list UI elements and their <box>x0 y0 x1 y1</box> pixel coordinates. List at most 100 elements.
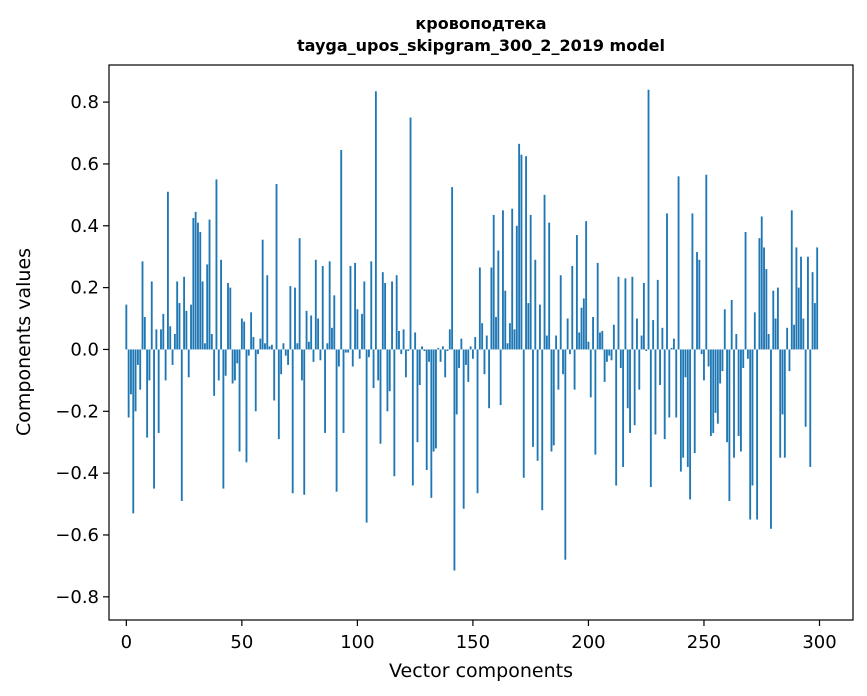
bar <box>146 349 149 438</box>
bar <box>488 349 491 409</box>
bar <box>682 349 685 458</box>
bar <box>185 310 188 350</box>
y-tick-label: 0.6 <box>70 154 99 175</box>
bar <box>619 349 622 369</box>
bar <box>594 349 597 455</box>
bar <box>645 349 648 352</box>
bar <box>534 259 537 350</box>
bar <box>469 346 472 350</box>
bar <box>257 349 259 355</box>
bar <box>564 349 567 560</box>
bar <box>217 349 220 381</box>
bar <box>638 349 641 390</box>
bar <box>125 304 128 350</box>
bar <box>661 327 664 350</box>
bar <box>160 329 162 350</box>
bar <box>356 309 359 350</box>
bar <box>361 313 363 350</box>
bar <box>259 338 262 350</box>
bar <box>448 329 451 350</box>
bar <box>633 349 636 426</box>
bar <box>326 343 329 350</box>
bar <box>793 324 796 350</box>
bar <box>610 349 613 361</box>
bar <box>800 256 802 350</box>
bar <box>774 318 777 350</box>
bar <box>580 307 583 350</box>
bar <box>388 349 391 392</box>
bar <box>132 349 135 514</box>
bar <box>589 349 592 398</box>
bar <box>411 349 414 486</box>
bar <box>157 349 160 433</box>
bar <box>652 320 655 350</box>
bar <box>435 349 437 449</box>
bar <box>693 349 696 454</box>
bar <box>529 214 532 350</box>
bar <box>162 313 165 350</box>
bar <box>536 349 539 461</box>
bar <box>173 334 176 350</box>
bar <box>252 337 255 350</box>
bar <box>268 346 271 350</box>
bar <box>601 330 604 350</box>
bar <box>280 349 283 375</box>
bar <box>728 349 731 501</box>
chart-title: кровоподтека <box>415 14 546 33</box>
bar <box>370 261 373 350</box>
bar <box>319 349 322 361</box>
bar <box>575 235 578 350</box>
bar <box>746 349 749 359</box>
bar <box>723 309 726 350</box>
bar <box>347 349 350 353</box>
bar <box>649 349 652 488</box>
bar <box>545 335 548 350</box>
bar <box>606 349 608 362</box>
bar <box>675 349 678 418</box>
bar <box>465 349 467 365</box>
bar <box>391 281 393 350</box>
bar <box>289 286 292 350</box>
bar <box>703 349 705 381</box>
bar <box>520 154 523 350</box>
bar <box>386 349 389 412</box>
bar <box>458 349 460 369</box>
bar <box>351 349 354 367</box>
bar <box>760 216 763 350</box>
bar <box>476 349 479 494</box>
bar <box>240 318 243 350</box>
bar <box>395 275 398 350</box>
bar <box>277 349 280 440</box>
bar <box>432 349 435 452</box>
bar <box>273 349 276 401</box>
bar <box>236 349 239 364</box>
bar <box>439 349 442 362</box>
bar <box>721 349 724 372</box>
bar <box>483 349 486 375</box>
bar <box>508 323 511 350</box>
bar <box>497 250 500 350</box>
bar <box>418 349 421 386</box>
bar <box>169 326 172 350</box>
bar <box>677 176 680 350</box>
bar <box>430 349 433 498</box>
bar <box>499 349 502 406</box>
bar <box>210 334 213 350</box>
bar <box>270 344 273 350</box>
bar <box>201 281 204 350</box>
y-tick-label: −0.6 <box>55 525 99 546</box>
bar-series <box>125 89 819 571</box>
bar <box>446 349 449 352</box>
bar <box>735 334 738 350</box>
bar <box>227 282 229 350</box>
bar <box>654 349 657 435</box>
bar <box>199 231 202 350</box>
bar <box>673 338 675 350</box>
bar <box>136 349 139 365</box>
bar <box>354 262 356 350</box>
bar <box>291 349 294 494</box>
bar <box>150 281 153 350</box>
bar <box>437 347 440 350</box>
bar <box>374 91 377 350</box>
bar <box>790 210 793 350</box>
